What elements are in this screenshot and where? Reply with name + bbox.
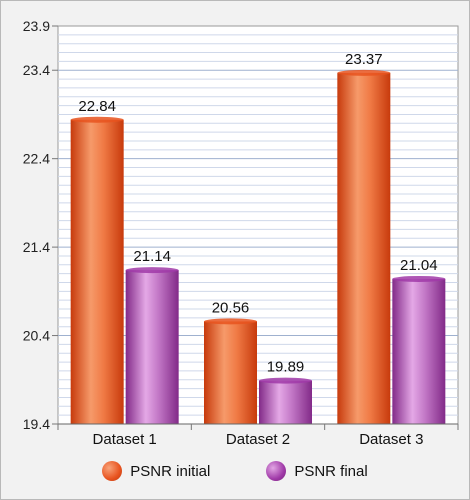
y-tick-label: 23.9 [23,18,50,34]
data-label: 22.84 [78,98,116,115]
bar-cap [337,69,391,76]
bar-cap [392,275,446,282]
x-category-label: Dataset 3 [359,431,423,448]
bar-cap [259,377,312,384]
data-label: 20.56 [212,299,250,316]
y-tick-label: 19.4 [23,416,50,432]
y-tick-label: 22.4 [23,151,50,167]
bar-cap [204,318,257,325]
legend-item-psnr-final: PSNR final [266,461,368,481]
x-category-label: Dataset 1 [93,431,157,448]
grid-lines [58,34,458,416]
bar-cap [70,116,124,123]
bar-psnr-final-2 [259,380,312,424]
data-label: 19.89 [267,359,305,376]
bars: 22.84 21.14 20.56 19.89 23.37 21.04 [70,51,446,425]
bar-psnr-initial-1 [70,119,124,425]
legend-label-psnr-initial: PSNR initial [130,462,211,480]
x-axis: Dataset 1 Dataset 2 Dataset 3 [57,423,459,448]
y-tick-label: 21.4 [23,239,50,255]
legend-label-psnr-final: PSNR final [294,462,368,480]
data-label: 23.37 [345,51,383,68]
y-tick-label: 20.4 [23,328,50,344]
bar-psnr-initial-2 [204,321,257,424]
bar-psnr-final-3 [392,278,446,424]
y-axis: 19.4 20.4 21.4 22.4 23.4 23.9 [23,18,58,432]
plot-area [57,25,459,425]
y-tick-label: 23.4 [23,62,50,78]
bar-psnr-initial-3 [337,72,391,425]
legend-swatch-psnr-initial [102,461,123,481]
data-label: 21.04 [400,257,438,274]
bar-cap [125,267,179,274]
legend: PSNR initial PSNR final [0,456,470,486]
x-category-label: Dataset 2 [226,431,290,448]
bar-psnr-final-1 [125,270,179,424]
legend-item-psnr-initial: PSNR initial [102,461,210,481]
bar-chart: 19.4 20.4 21.4 22.4 23.4 23.9 22.84 21.14 20.56… [23,18,459,448]
legend-swatch-psnr-final [266,461,287,481]
data-label: 21.14 [133,248,171,265]
